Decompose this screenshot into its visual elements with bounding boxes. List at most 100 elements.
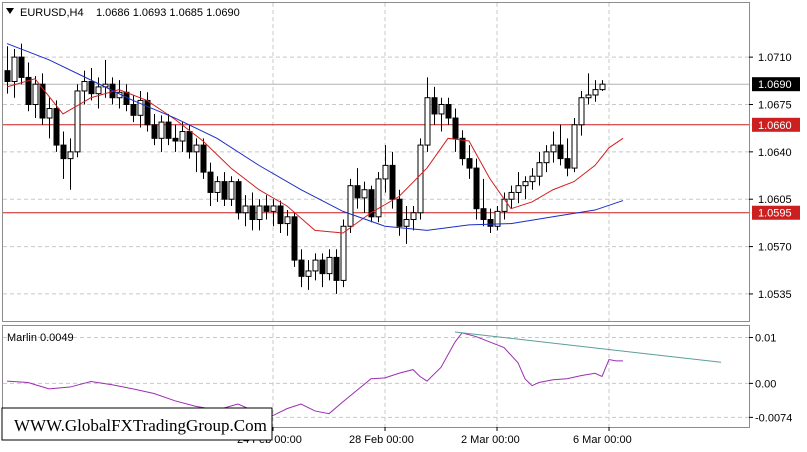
- candle-bear: [53, 108, 60, 146]
- watermark-text: WWW.GlobalFXTradingGroup.Com: [14, 416, 267, 435]
- candle-bull: [536, 162, 543, 177]
- ohlc-readout: 1.0686 1.0693 1.0685 1.0690: [96, 7, 240, 19]
- candle-bull: [543, 151, 550, 164]
- candle-bull: [410, 212, 417, 221]
- divergence-trendline: [454, 331, 722, 363]
- candle-bear: [452, 117, 459, 139]
- candle-bull: [95, 86, 102, 95]
- candle-bear: [235, 181, 242, 214]
- candle-bull: [515, 185, 522, 193]
- candle-bear: [186, 131, 193, 153]
- candle-bear: [445, 103, 452, 119]
- candle-bull: [193, 144, 200, 153]
- candle-bull: [522, 181, 529, 187]
- candle-bull: [67, 151, 74, 160]
- time-tick-label: 2 Mar 00:00: [461, 434, 520, 446]
- price-tick-label: 1.0605: [758, 194, 792, 206]
- candle-bull: [270, 205, 277, 212]
- candle-bear: [354, 185, 361, 199]
- candle-bear: [144, 99, 151, 126]
- price-tick-label: 1.0535: [758, 289, 792, 301]
- candle-bear: [39, 83, 46, 119]
- candle-bull: [529, 175, 536, 183]
- candle-bull: [228, 181, 235, 200]
- candle-bull: [242, 205, 249, 214]
- level-price-box: [752, 205, 800, 220]
- marlin-oscillator: [6, 331, 722, 417]
- candle-bear: [249, 205, 256, 221]
- candle-bull: [585, 94, 592, 99]
- price-tick-label: 1.0675: [758, 99, 792, 111]
- candle-bull: [214, 181, 221, 193]
- level-price-box: [752, 117, 800, 132]
- indicator-axis: 0.01 0.00 -0.0074: [749, 332, 792, 424]
- indicator-tick-label: -0.0074: [755, 412, 792, 424]
- symbol-label: EURUSD,H4: [20, 7, 84, 19]
- candle-bear: [396, 198, 403, 227]
- candle-bear: [319, 259, 326, 275]
- indicator-title: Marlin 0.0049: [7, 332, 74, 344]
- candle-bear: [165, 121, 172, 139]
- candle-bull: [256, 205, 263, 221]
- candle-bull: [417, 144, 424, 214]
- candle-bear: [389, 164, 396, 200]
- candle-bull: [375, 178, 382, 218]
- candle-bear: [207, 171, 214, 193]
- price-axis: 1.0710 1.0675 1.0640 1.0605 1.0570 1.0535 1.06…: [749, 52, 800, 301]
- candle-bull: [361, 189, 368, 199]
- price-tick-label: 1.0640: [758, 147, 792, 159]
- candle-bull: [508, 191, 515, 200]
- candle-bull: [592, 89, 599, 96]
- indicator-tick-label: 0.01: [755, 332, 776, 344]
- candle-bull: [550, 144, 557, 153]
- candle-bull: [179, 131, 186, 142]
- candle-bear: [466, 158, 473, 169]
- candle-bull: [312, 259, 319, 272]
- candle-bull: [74, 90, 81, 153]
- candle-bull: [347, 185, 354, 227]
- candle-bull: [501, 198, 508, 212]
- time-tick-label: 28 Feb 00:00: [349, 434, 414, 446]
- candle-bear: [473, 167, 480, 210]
- candle-bull: [137, 99, 144, 116]
- candle-bear: [564, 158, 571, 169]
- candle-bear: [172, 137, 179, 142]
- candle-bear: [221, 181, 228, 200]
- candle-bear: [480, 208, 487, 221]
- candle-bull: [571, 124, 578, 169]
- candle-bull: [158, 121, 165, 139]
- candle-bull: [326, 256, 333, 275]
- candle-bull: [382, 164, 389, 180]
- main-chart-frame: [2, 2, 750, 322]
- current-price-label: 1.0690: [758, 79, 792, 91]
- price-tick-label: 1.0710: [758, 52, 792, 64]
- candle-bear: [18, 56, 25, 78]
- candle-bear: [368, 189, 375, 218]
- candle-bear: [88, 80, 95, 95]
- candle-bull: [81, 80, 88, 92]
- candle-bull: [46, 108, 53, 119]
- indicator-grid: [3, 326, 749, 427]
- candle-bull: [403, 219, 410, 227]
- candle-bull: [599, 83, 606, 91]
- candle-bear: [333, 256, 340, 281]
- candle-bull: [494, 210, 501, 227]
- candle-bear: [263, 205, 270, 212]
- level-price-label: 1.0660: [758, 120, 792, 132]
- candlestick-series: [4, 43, 606, 294]
- candle-bear: [130, 103, 137, 116]
- chart-menu-triangle-icon[interactable]: [6, 8, 14, 14]
- candle-bear: [277, 205, 284, 225]
- candle-bear: [151, 124, 158, 139]
- time-tick-label: 6 Mar 00:00: [573, 434, 632, 446]
- candle-bear: [487, 219, 494, 227]
- candle-bear: [291, 216, 298, 261]
- candle-bull: [424, 97, 431, 146]
- candle-bear: [200, 144, 207, 173]
- candle-bear: [298, 259, 305, 277]
- candle-bull: [578, 97, 585, 126]
- candle-bull: [340, 225, 347, 281]
- candle-bear: [557, 144, 564, 160]
- watermark-box: [1, 407, 273, 441]
